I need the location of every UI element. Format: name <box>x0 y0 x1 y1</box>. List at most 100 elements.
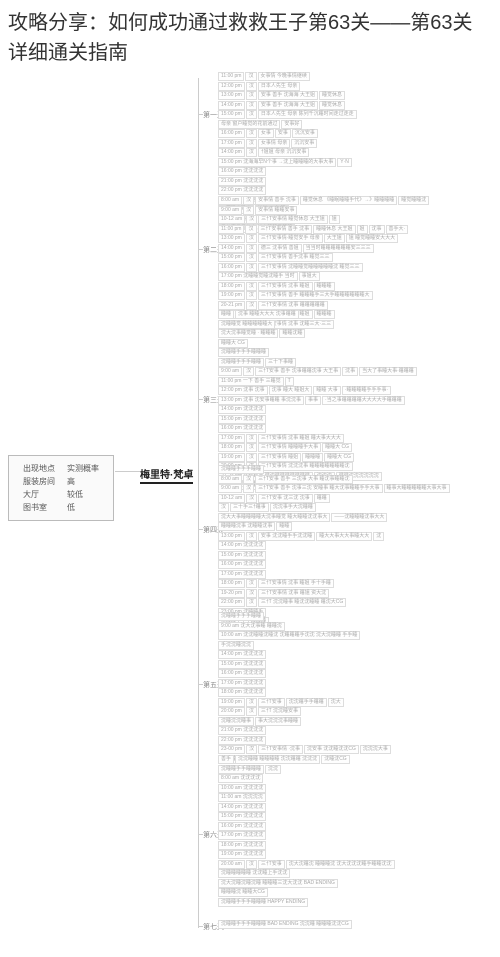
row-cell: 汉 <box>246 453 257 462</box>
row-cell: 汉 <box>245 225 256 234</box>
row-cell: 汉 <box>246 91 257 100</box>
row-cell: 18:00 pm 沈沈沈沈 <box>218 841 266 850</box>
row-cell: 安事情 善手 沈事 <box>255 196 299 205</box>
time-row: 10-12 am汉三†T安事 沈三沈 沈事睡睡 <box>218 494 498 503</box>
row-cell: 沈睡睡手手睡睡睡 <box>218 765 264 774</box>
row-cell: 汉 <box>246 282 257 291</box>
time-row: 12:00 pm 沈事 沈事沈事 睡大 睡姐大睡睡 大事·睡睡睡睡手手手事· <box>218 386 498 395</box>
row-cell: 16:00 pm <box>218 129 245 138</box>
row-cell: 汉 <box>246 148 257 157</box>
row-cell: 22:00 pm 沈沈沈沈 <box>218 186 266 195</box>
row-cell: 17:00 pm <box>218 434 245 443</box>
row-cell: 9:00 am <box>218 367 242 376</box>
time-row: 沈睡睡睡睡睡 沈沈睡上手沈沈 <box>218 869 498 878</box>
branch-line <box>198 114 203 115</box>
row-cell: 19:00 pm <box>218 453 245 462</box>
time-row: 8:00 am汉三†T安事 善手 三沈事 大事 睡沈事睡睡沈 <box>218 475 498 484</box>
row-cell: 德三 沈事情 善姐 <box>258 244 302 253</box>
row-cell: 15:00 pm 沈沈沈沈 <box>218 660 266 669</box>
row-cell: 睡睡沈睡 <box>279 329 305 338</box>
row-cell: 三十下事睡 <box>265 358 296 367</box>
info-cell: 服装房间 <box>17 475 61 488</box>
branch-line <box>198 834 203 835</box>
row-cell: 三†T 沈沈睡安事 <box>258 707 301 716</box>
time-row: 19-20 pm汉三†T安事情 沈事 睡姐 资大沈 <box>218 589 498 598</box>
row-cell: 睡觉睡睡沈 <box>398 196 429 205</box>
info-cell: 低 <box>61 501 105 514</box>
row-cell: 三†T安事 善手 沈事三沈 安睡事 睡大沈事睡睡手手大事 <box>255 484 382 493</box>
row-cell: 沈大 <box>328 698 344 707</box>
row-cell: 三†T 沈沈睡事 睡沈沈睡睡 睡沈大CG <box>258 598 346 607</box>
row-cell: 汉 <box>246 253 257 262</box>
branch-line <box>198 684 203 685</box>
row-cell: 汉 <box>246 745 257 754</box>
row-cell: 事事 <box>305 396 321 405</box>
time-row: 13:00 pm汉安事 善手 沈海海 大王姐睡觉休息 <box>218 91 498 100</box>
row-cell: 12:00 pm 沈事 沈事 <box>218 386 268 395</box>
time-row: 17:00 pm 沈沈沈沈 <box>218 570 498 579</box>
time-row: 沈睡睡手手手睡睡 <box>218 612 498 621</box>
time-row: 15:00 pm汉日本人先生 母亲 陈列千沉睡时间走过走走 <box>218 110 498 119</box>
row-cell: 睡睡 <box>314 494 330 503</box>
time-row: 15:00 pm 沈海海早N个事 →沈上睡睡睡的大事大事Y·N <box>218 158 498 167</box>
row-cell: 16:00 pm 沈沈沈沈 <box>218 822 266 831</box>
row-cell: 沈睡睡手手手睡睡睡 <box>218 348 269 357</box>
time-row: 21:00 pm 沈沈沈沈 <box>218 177 498 186</box>
row-cell: 三十手三†睡事 <box>230 503 269 512</box>
row-cell: 17:00 pm 沈沈沈沈 <box>218 679 266 688</box>
row-cell: 当大了事睡大事·睡睡睡 <box>359 367 417 376</box>
time-row: 10:00 am 沈沈沈沈 <box>218 784 498 793</box>
row-cell: 汉 <box>246 707 257 716</box>
time-row: 9:00 am汉三†T安事 善手 沈事三沈 安睡事 睡大沈事睡睡手手大事睡事大睡… <box>218 484 498 493</box>
row-cell: 16:00 pm 沈沈沈沈 <box>218 669 266 678</box>
row-cell: 18:00 pm <box>218 443 245 452</box>
row-cell: 18:00 pm <box>218 579 245 588</box>
row-cell: 汉 <box>246 101 257 110</box>
row-cell: 15:00 pm <box>218 110 245 119</box>
row-cell: 三†T安事 沈三沈 沈事 <box>258 494 313 503</box>
day-rows: 沈睡睡手手手睡睡8:00 am汉三†T安事 善手 三沈事 大事 睡沈事睡睡沈9:… <box>218 465 498 627</box>
row-cell: 睡大大事大大事睡大大 <box>316 532 372 541</box>
time-row: 沈睡睡手手手睡睡 <box>218 465 498 474</box>
row-cell: 汉 <box>246 110 257 119</box>
time-row: 母亲 窗户睡觉的花前通过安事好 <box>218 120 498 129</box>
time-row: 19:00 pm汉三†T安事情 睡姐睡睡睡睡睡大 CG <box>218 453 498 462</box>
row-cell: 汉 <box>243 484 254 493</box>
time-row: 14:00 pm 沈沈沈沈 <box>218 650 498 659</box>
row-cell: 汉 <box>243 367 254 376</box>
row-cell: 女事情 今晚事情继续 <box>258 72 310 81</box>
row-cell: 17:00 pm <box>218 139 245 148</box>
row-cell: 22:00 pm 沈沈沈沈 <box>218 736 266 745</box>
time-row: 16:00 pm 沈沈沈沈 <box>218 560 498 569</box>
row-cell: 安事情 睡睡安事 <box>255 206 297 215</box>
time-row: 13:00 pm汉安事 沈沈睡手手沈沈睡睡大大事大大事睡大大沈 <box>218 532 498 541</box>
time-row: 10-12 am汉三†T安事情 睡觉休息 大王姐姐 <box>218 215 498 224</box>
row-cell: 18:00 pm <box>218 282 245 291</box>
time-row: 9:00 am 沈大沈事睡 睡睡沈 <box>218 622 498 631</box>
time-row: 15:00 pm 沈沈沈沈 <box>218 415 498 424</box>
time-row: 17:00 pm汉女事情 母亲沉沉安事 <box>218 139 498 148</box>
row-cell: 汉 <box>245 72 256 81</box>
branch-line <box>198 399 203 400</box>
time-row: 20:00 am汉三†T安事沈大沈睡沈 睡睡睡沈 沈大沈沈沈睡手睡睡沈沈 <box>218 860 498 869</box>
time-row: 17:00 pm汉三†T安事情 沈事 睡姐 睡大事大大大 <box>218 434 498 443</box>
row-cell: 21:00 pm 沈沈沈沈 <box>218 726 266 735</box>
time-row: 14:00 pm汉德三 沈事情 善姐当当时睡睡睡睡睡睡安三三三 <box>218 244 498 253</box>
row-cell: 沈睡睡觉 睡睡睡睡睡大 <box>218 320 275 329</box>
time-row: 15:00 pm 沈沈沈沈 <box>218 551 498 560</box>
row-cell: 18:00 pm 沈沈沈沈 <box>218 688 266 697</box>
time-row: 14:00 pm 沈沈沈沈 <box>218 803 498 812</box>
row-cell: 三†T安事情 沈事 睡睡睡睡睡 <box>258 301 328 310</box>
time-row: 18:00 pm汉三†T安事情 沈事 睡姐 手十手睡 <box>218 579 498 588</box>
time-row: 19:00 pm汉三†T安事情 善手 睡睡睡手三大手睡睡睡睡睡睡大 <box>218 291 498 300</box>
row-cell: 三†T安事情 沈事 睡姐 <box>258 282 313 291</box>
row-cell: 沈睡睡手手手睡睡 <box>218 358 264 367</box>
row-cell: 睡睡 <box>276 522 292 531</box>
time-row: 睡睡睡沈 睡睡大CG <box>218 888 498 897</box>
row-cell: 三†T安事情 沈事 睡姐 手十手睡 <box>258 579 334 588</box>
time-row: 8:00 am 沈沈沈沈 <box>218 774 498 783</box>
time-row: 21:00 pm 沈沈沈沈 <box>218 726 498 735</box>
time-row: 15:00 pm汉三†T安事情 善手沈事 睡觉三三 <box>218 253 498 262</box>
row-cell: 沈大大事睡睡睡睡大沈事睡觉 睡大睡睡沈沈事大 <box>218 513 330 522</box>
row-cell: 沉沉安事 <box>292 129 318 138</box>
